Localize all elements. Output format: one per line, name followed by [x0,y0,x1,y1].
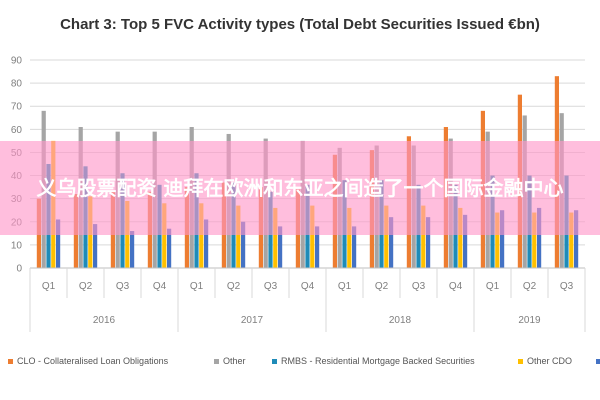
x-group-label: 2016 [93,315,116,326]
x-tick-label: Q2 [227,281,241,292]
bar [199,203,204,268]
bar [500,210,505,268]
bar [162,203,167,268]
x-group-label: 2018 [389,315,412,326]
bar [204,219,209,268]
legend-swatch [596,359,600,364]
x-axis: Q1 Q2 Q3 Q4 Q1 Q2 Q3 Q4 Q1 Q2 Q3 Q4 Q1 Q2 Q3 2016 2017 20… [29,267,586,332]
bar [315,226,320,268]
legend-label: RMBS - Residential Mortgage Backed Secur… [281,356,475,366]
bar [347,207,352,268]
x-tick-label: Q3 [264,281,278,292]
y-tick-label: 10 [11,240,23,251]
legend-label: Other [223,356,246,366]
bar [537,207,542,268]
bar [389,217,394,268]
legend: CLO - Collateralised Loan Obligations Oth… [8,356,600,366]
bar [458,207,463,268]
bar [352,226,357,268]
x-tick-label: Q2 [79,281,93,292]
y-tick-label: 60 [11,125,23,136]
bar [130,231,135,268]
bar [56,219,61,268]
x-group-label: 2017 [241,315,264,326]
y-tick-label: 70 [11,102,23,113]
x-group-label: 2019 [518,315,541,326]
bar [384,205,389,268]
legend-swatch [518,359,523,364]
chart-title: Chart 3: Top 5 FVC Activity types (Total… [60,16,540,33]
legend-swatch [272,359,277,364]
bar [278,226,283,268]
x-tick-label: Q1 [338,281,352,292]
x-tick-label: Q1 [42,281,56,292]
x-tick-label: Q3 [116,281,130,292]
bar [532,212,537,268]
overlay-banner: 义乌股票配资 迪拜在欧洲和东亚之间造了一个国际金融中心 [0,141,600,235]
x-tick-label: Q4 [153,281,167,292]
bar [167,228,172,268]
bar [236,205,241,268]
bar [273,207,278,268]
x-tick-label: Q1 [190,281,204,292]
x-tick-label: Q2 [523,281,537,292]
x-tick-label: Q3 [412,281,426,292]
legend-label: Other CDO [527,356,572,366]
x-tick-label: Q4 [301,281,315,292]
x-tick-label: Q2 [375,281,389,292]
x-tick-label: Q1 [486,281,500,292]
legend-label: CLO - Collateralised Loan Obligations [17,356,169,366]
bar [463,214,468,268]
bar [495,212,500,268]
bar [241,221,246,268]
legend-swatch [8,359,13,364]
bar [569,212,574,268]
bar [310,205,315,268]
y-tick-label: 80 [11,79,23,90]
overlay-text: 义乌股票配资 迪拜在欧洲和东亚之间造了一个国际金融中心 [36,176,564,200]
bar [426,217,431,268]
legend-swatch [214,359,219,364]
y-tick-label: 0 [16,264,22,275]
y-tick-label: 90 [11,56,23,67]
bar [574,210,579,268]
bar [93,224,98,268]
bar [421,205,426,268]
x-tick-label: Q3 [560,281,574,292]
x-tick-label: Q4 [449,281,463,292]
